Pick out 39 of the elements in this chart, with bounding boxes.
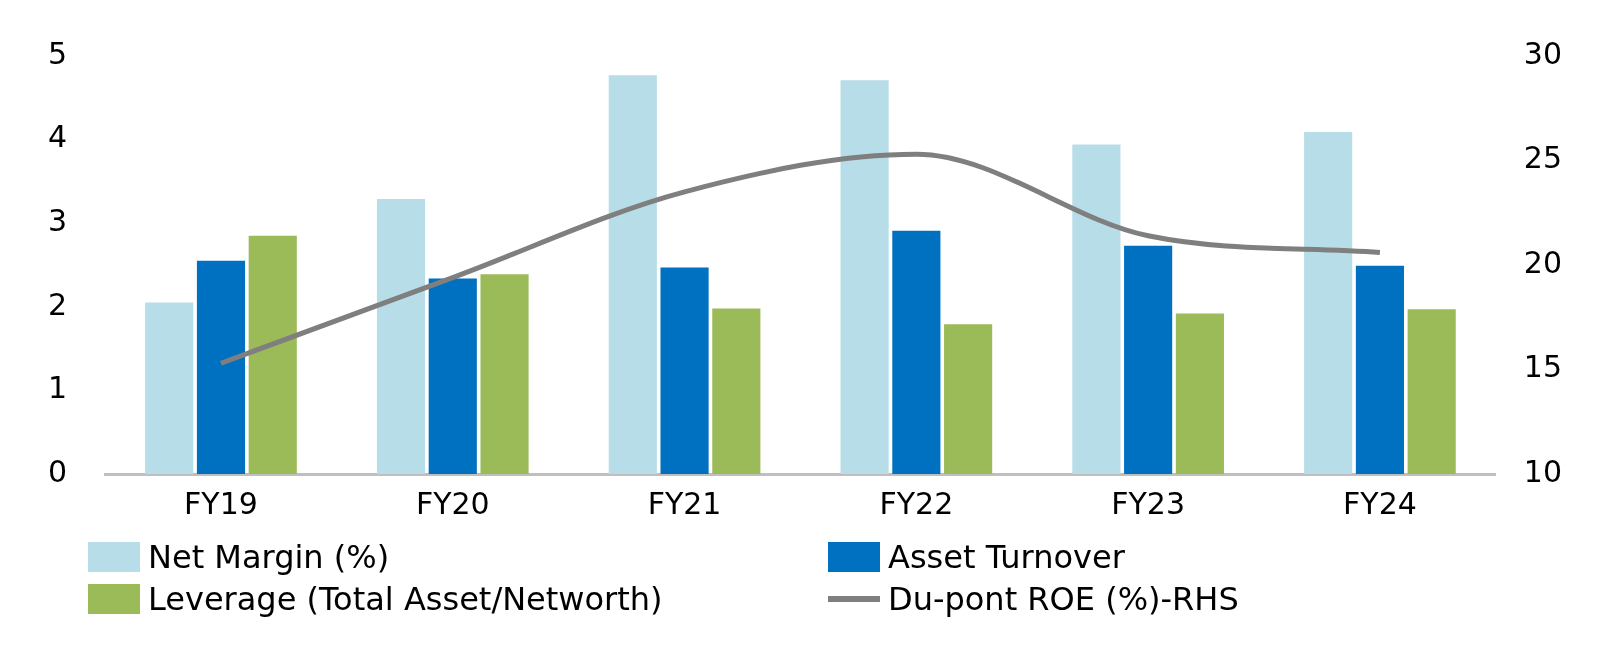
y-tick-label: 0 [47,453,68,489]
bar [196,260,246,474]
x-tick-label: FY23 [1111,485,1186,521]
legend-label: Leverage (Total Asset/Networth) [148,580,663,618]
bar [840,80,889,474]
y2-tick-label: 10 [1523,453,1563,489]
x-tick-label: FY21 [647,485,722,521]
bar [248,235,297,474]
bar [1304,132,1353,474]
y2-tick-label: 25 [1523,140,1563,176]
bar [1124,245,1173,474]
bar [1072,144,1121,474]
x-tick-label: FY24 [1343,485,1417,521]
bar [892,230,941,474]
bar [660,267,709,474]
bar [712,308,761,474]
bar [1175,313,1224,474]
x-tick-label: FY22 [879,485,954,521]
bar [608,75,657,474]
y2-tick-label: 20 [1523,244,1563,280]
bar [376,198,426,474]
y2-tick-label: 15 [1523,349,1563,385]
bar [145,302,194,474]
legend-label: Du-pont ROE (%)-RHS [888,580,1239,618]
y-tick-label: 3 [47,203,68,238]
bar [428,278,477,474]
legend-label: Net Margin (%) [148,538,390,576]
x-tick-label: FY20 [415,485,490,521]
bar [480,274,529,474]
y-tick-label: 2 [47,286,68,322]
legend-label: Asset Turnover [888,538,1125,576]
bar [1355,265,1404,474]
y-tick-label: 4 [47,119,68,155]
y-tick-label: 5 [47,35,68,71]
bar [944,324,993,474]
y-tick-label: 1 [47,370,68,406]
x-tick-label: FY19 [184,485,258,521]
y2-tick-label: 30 [1523,35,1563,71]
bar [1407,309,1456,474]
